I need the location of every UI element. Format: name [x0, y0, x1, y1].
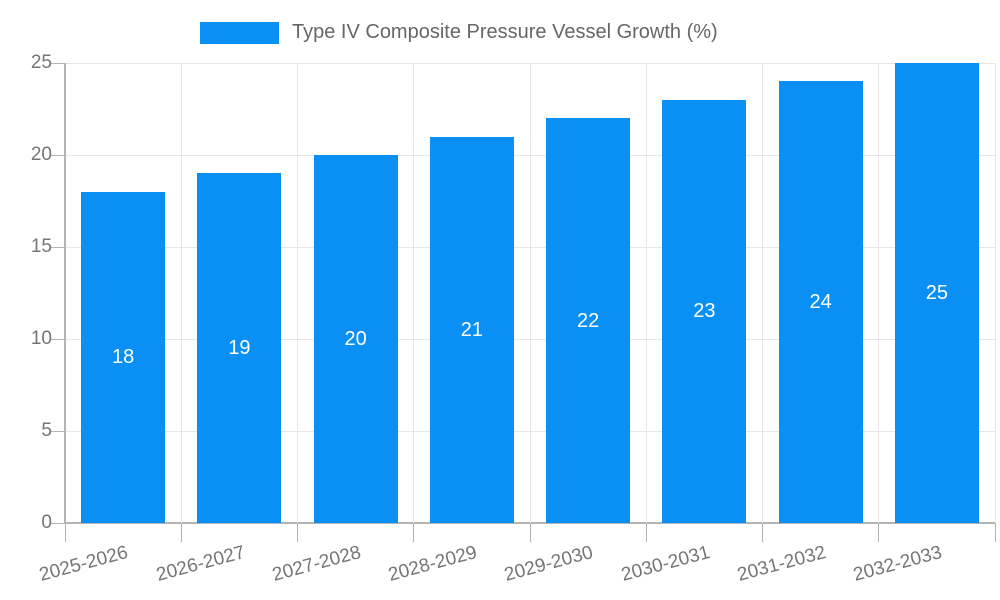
bar-value-label: 23: [693, 300, 716, 323]
x-tick-label: 2030-2031: [618, 542, 712, 586]
x-tick-mark: [64, 523, 66, 542]
bar-2025-2026[interactable]: [81, 191, 166, 523]
y-tick-label: 20: [30, 144, 52, 165]
chart-legend: Type IV Composite Pressure Vessel Growth…: [200, 21, 718, 44]
y-tick-label: 0: [41, 512, 52, 533]
x-tick-label: 2031-2032: [734, 542, 829, 586]
bar-2031-2032[interactable]: [778, 81, 863, 523]
bar-value-label: 25: [925, 282, 948, 304]
bar-2029-2030[interactable]: [546, 118, 631, 523]
y-tick-label: 25: [30, 52, 52, 73]
bar-value-label: 20: [344, 328, 367, 350]
legend-swatch[interactable]: [200, 21, 279, 44]
y-tick-label: 15: [30, 236, 52, 257]
bar-2027-2028[interactable]: [313, 155, 398, 523]
y-tick-mark: [50, 338, 65, 340]
x-tick-mark: [180, 523, 182, 542]
y-tick-label: 5: [41, 420, 52, 441]
y-axis-line: [64, 63, 66, 523]
x-tick-label: 2032-2033: [851, 542, 945, 586]
legend-label: Type IV Composite Pressure Vessel Growth…: [292, 21, 718, 43]
x-tick-mark: [297, 523, 298, 542]
x-tick-label: 2028-2029: [386, 542, 480, 586]
x-tick-mark: [645, 523, 647, 542]
x-tick-mark: [878, 523, 880, 542]
bar-2030-2031[interactable]: [662, 99, 747, 523]
x-tick-mark: [529, 523, 531, 542]
y-tick-mark: [50, 522, 65, 524]
category-gridline: [994, 63, 996, 523]
bar-value-label: 21: [460, 318, 483, 341]
x-tick-label: 2026-2027: [153, 542, 247, 586]
x-tick-mark: [994, 523, 996, 542]
y-tick-mark: [50, 246, 65, 248]
y-tick-label: 10: [30, 328, 52, 349]
x-tick-mark: [762, 523, 763, 542]
category-gridline: [180, 63, 182, 523]
category-gridline: [645, 63, 647, 523]
y-tick-mark: [50, 430, 65, 432]
x-tick-mark: [413, 523, 415, 542]
category-gridline: [529, 63, 531, 523]
x-tick-label: 2027-2028: [269, 542, 364, 586]
bar-value-label: 24: [809, 291, 832, 314]
x-tick-label: 2025-2026: [37, 542, 131, 586]
bar-2026-2027[interactable]: [197, 173, 282, 523]
x-tick-label: 2029-2030: [502, 542, 596, 586]
category-gridline: [878, 63, 880, 523]
bar-value-label: 19: [228, 337, 251, 360]
bar-value-label: 18: [112, 346, 135, 369]
y-tick-mark: [50, 62, 65, 64]
category-gridline: [762, 63, 763, 523]
category-gridline: [297, 63, 298, 523]
category-gridline: [413, 63, 415, 523]
bar-value-label: 22: [577, 309, 600, 332]
y-tick-mark: [50, 154, 65, 156]
bar-2032-2033[interactable]: [894, 63, 979, 523]
bar-2028-2029[interactable]: [429, 136, 514, 523]
